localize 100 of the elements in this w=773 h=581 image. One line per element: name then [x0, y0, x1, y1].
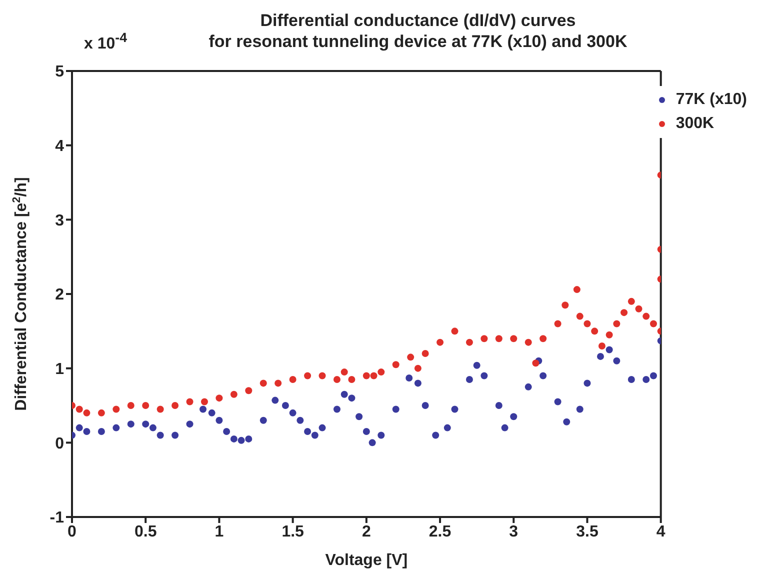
- point: [495, 335, 502, 342]
- point: [642, 376, 650, 383]
- point: [554, 398, 562, 406]
- point: [414, 364, 422, 372]
- point: [238, 436, 245, 444]
- point: [172, 432, 179, 439]
- point: [318, 372, 326, 380]
- point: [230, 390, 238, 398]
- point: [422, 402, 429, 409]
- point: [563, 418, 570, 426]
- point: [149, 424, 156, 432]
- point: [245, 435, 252, 442]
- y-tick-label: 2: [55, 286, 64, 304]
- y-tick-label: 3: [55, 212, 64, 230]
- point: [524, 383, 532, 390]
- point: [642, 312, 650, 320]
- legend-label: 300K: [676, 114, 714, 134]
- x-tick-label: 0.5: [134, 523, 157, 540]
- point: [83, 409, 90, 416]
- point: [480, 372, 488, 380]
- point: [370, 372, 378, 380]
- point: [554, 320, 562, 328]
- point: [451, 328, 458, 335]
- point: [76, 424, 83, 432]
- point: [466, 338, 473, 346]
- y-tick-label: 4: [55, 138, 64, 156]
- point: [289, 409, 296, 416]
- point: [540, 335, 547, 342]
- point: [540, 372, 547, 380]
- x-tick-label: 0: [68, 523, 77, 540]
- point: [473, 362, 480, 369]
- point: [274, 380, 282, 387]
- point: [186, 398, 194, 406]
- x-tick-label: 2.5: [428, 523, 452, 540]
- y-tick-label: 0: [55, 435, 64, 452]
- point: [348, 376, 356, 383]
- point: [378, 432, 385, 439]
- point: [156, 406, 164, 413]
- point: [650, 372, 657, 380]
- point: [112, 406, 120, 413]
- point: [620, 309, 628, 316]
- point: [495, 402, 502, 409]
- point: [356, 413, 363, 420]
- point: [76, 406, 83, 413]
- point: [362, 372, 370, 380]
- point: [406, 374, 413, 382]
- point: [362, 428, 370, 436]
- point: [378, 368, 385, 376]
- point: [333, 406, 340, 413]
- point: [208, 409, 216, 416]
- point: [127, 402, 134, 409]
- point: [260, 380, 267, 387]
- point: [591, 328, 598, 335]
- point: [282, 402, 289, 409]
- point: [635, 305, 642, 312]
- point: [333, 376, 340, 383]
- point: [392, 406, 400, 413]
- point: [613, 320, 620, 328]
- x-tick-label: 3: [509, 523, 518, 540]
- point: [480, 335, 488, 342]
- point: [318, 424, 326, 432]
- legend-label: 77K (x10): [676, 90, 747, 110]
- point: [466, 376, 473, 383]
- x-axis-title: Voltage [V]: [325, 552, 408, 569]
- point: [392, 361, 400, 368]
- point: [510, 413, 518, 420]
- point: [296, 416, 304, 424]
- point: [245, 387, 252, 394]
- point: [606, 331, 613, 338]
- point: [444, 424, 451, 432]
- point: [216, 394, 223, 402]
- x-tick-label: 1: [214, 523, 224, 540]
- point: [186, 420, 194, 428]
- y-tick-label: 5: [55, 64, 64, 81]
- y-tick-label: 1: [55, 361, 64, 378]
- point: [436, 338, 444, 346]
- point: [127, 420, 134, 428]
- y-tick-label: -1: [50, 510, 64, 527]
- point: [432, 432, 440, 439]
- x-tick-label: 1.5: [282, 523, 304, 540]
- x-tick-label: 4: [656, 523, 666, 540]
- point: [606, 346, 613, 354]
- point: [584, 320, 591, 328]
- point: [289, 376, 296, 383]
- point: [584, 380, 591, 387]
- x-tick-label: 2: [362, 523, 371, 540]
- point: [304, 428, 312, 436]
- point: [272, 396, 279, 404]
- point: [304, 372, 312, 380]
- point: [98, 428, 105, 436]
- x-tick-label: 3.5: [576, 523, 598, 540]
- text: x 10$^{-4}$: [84, 30, 127, 54]
- point: [613, 357, 620, 364]
- point: [628, 298, 635, 305]
- point: [200, 406, 207, 413]
- point: [200, 398, 208, 406]
- point: [532, 360, 540, 367]
- point: [156, 432, 164, 439]
- point: [501, 424, 508, 432]
- point: [576, 312, 584, 320]
